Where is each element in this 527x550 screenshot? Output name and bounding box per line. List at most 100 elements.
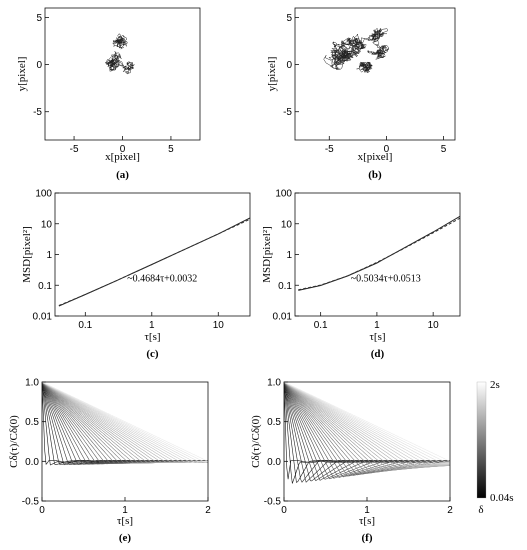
x-tick-label: 5: [441, 144, 447, 155]
y-tick-label: 0.01: [33, 312, 53, 323]
plot-frame: [44, 7, 201, 141]
trajectory-2: [364, 27, 388, 46]
y-tick-label: 10: [281, 219, 293, 230]
panel-caption: (a): [116, 169, 129, 181]
x-tick-label: 0: [39, 505, 45, 516]
panel-caption: (b): [368, 169, 382, 181]
x-tick-label: 1: [364, 505, 370, 516]
y-tick-label: 1: [286, 250, 292, 261]
correlation-curve-31: [42, 382, 208, 463]
correlation-curve-29: [284, 382, 450, 466]
plot-frame: [54, 192, 251, 317]
correlation-curve-32: [284, 382, 450, 464]
x-axis-label: τ[s]: [369, 331, 385, 343]
x-axis-label: x[pixel]: [358, 151, 393, 163]
fit-annotation: ~0.4684τ+0.0032: [127, 274, 197, 285]
colorbar-max-label: 2s: [490, 379, 500, 391]
y-tick-label: 1: [46, 250, 52, 261]
chart-b: -5 0 5 -5 0 5 x[pixel] y[pixel] (b): [266, 7, 456, 181]
series-dashed: [58, 218, 250, 306]
correlation-curve-31: [284, 382, 450, 465]
y-axis-label: y[pixel]: [266, 57, 278, 92]
correlation-curve-25: [284, 382, 450, 469]
chart-a: -5 0 5 -5 0 5 x[pixel] y[pixel] (a): [16, 7, 201, 181]
trajectory-0: [323, 40, 361, 71]
y-tick-label: 10: [41, 219, 53, 230]
y-tick-label: 5: [36, 13, 42, 24]
y-axis-label: MSD[pixel²]: [21, 226, 33, 282]
y-tick-label: 100: [35, 189, 52, 200]
plot-area: [284, 382, 450, 484]
chart-e: 0 1 2 -0.5 0.0 0.5 1.0 τ[s] Cδ(τ)/Cδ(0) (e): [8, 378, 211, 545]
chart-c: 0.1 1 10 0.01 0.1 1 10 100 τ[s] MSD[pixel²] (c) ~0.…: [21, 189, 251, 360]
trajectory-1: [340, 33, 367, 54]
correlation-curve-14: [284, 382, 450, 476]
y-tick-label: 0.1: [38, 281, 52, 292]
plot-area: [323, 27, 390, 74]
x-tick-label: -5: [325, 144, 334, 155]
x-tick-label: 1: [374, 320, 380, 331]
plot-frame: [294, 7, 456, 141]
correlation-curve-33: [284, 382, 450, 463]
panel-caption: (f): [362, 532, 373, 544]
correlation-curve-33: [42, 382, 208, 462]
correlation-curve-34: [42, 382, 208, 462]
x-tick-label: 1: [122, 505, 128, 516]
correlation-curve-35: [42, 382, 208, 462]
x-tick-label: 2: [205, 505, 211, 516]
plot-frame: [294, 192, 461, 317]
y-axis-label: Cδ(τ)/Cδ(0): [250, 415, 262, 468]
y-tick-label: 0: [36, 60, 42, 71]
x-axis-label: x[pixel]: [105, 151, 140, 163]
x-tick-label: 0: [281, 505, 287, 516]
trajectory-3: [367, 44, 390, 60]
correlation-curve-10: [42, 382, 208, 465]
panel-caption: (c): [146, 348, 159, 360]
x-axis-label: τ[s]: [359, 515, 375, 527]
trajectory-0: [111, 33, 128, 50]
x-tick-label: 5: [168, 144, 174, 155]
x-tick-label: 10: [213, 320, 225, 331]
y-tick-label: 100: [275, 189, 292, 200]
panel-caption: (e): [119, 532, 132, 544]
x-tick-label: 2: [447, 505, 453, 516]
x-tick-label: 1: [149, 320, 155, 331]
series-solid: [58, 217, 250, 307]
y-tick-label: 0.0: [267, 457, 281, 468]
y-tick-label: -0.5: [22, 497, 40, 508]
x-tick-label: 0.1: [314, 320, 328, 331]
colorbar: 2s 0.04s δ: [476, 379, 514, 516]
trajectory-1: [104, 51, 127, 72]
x-axis-label: τ[s]: [117, 515, 133, 527]
plot-area: [58, 217, 250, 307]
colorbar-min-label: 0.04s: [490, 492, 514, 504]
trajectory-2: [122, 61, 136, 75]
y-tick-label: 1.0: [267, 378, 281, 389]
x-tick-label: 0: [384, 144, 390, 155]
x-tick-label: 10: [428, 320, 440, 331]
correlation-curve-29: [42, 382, 208, 463]
y-tick-label: -5: [33, 107, 42, 118]
correlation-curve-35: [284, 382, 450, 462]
colorbar-label: δ: [478, 504, 483, 516]
x-axis-label: τ[s]: [144, 331, 160, 343]
x-tick-label: -5: [70, 144, 79, 155]
y-tick-label: -0.5: [264, 497, 282, 508]
correlation-curve-30: [42, 382, 208, 463]
correlation-curve-32: [42, 382, 208, 462]
fit-annotation: ~0.5034τ+0.0513: [351, 274, 421, 285]
correlation-curve-27: [284, 382, 450, 467]
plot-area: [42, 382, 208, 466]
y-tick-label: 0.5: [25, 417, 39, 428]
chart-f: 0 1 2 -0.5 0.0 0.5 1.0 τ[s] Cδ(τ)/Cδ(0) (f): [250, 378, 453, 545]
y-axis-label: Cδ(τ)/Cδ(0): [8, 415, 20, 468]
y-tick-label: -5: [283, 107, 292, 118]
chart-d: 0.1 1 10 0.01 0.1 1 10 100 τ[s] MSD[pixel²] (d) ~0.…: [261, 189, 461, 360]
plot-area: [104, 33, 136, 75]
x-tick-label: 0: [120, 144, 126, 155]
correlation-curve-28: [284, 382, 450, 467]
y-tick-label: 0.5: [267, 417, 281, 428]
y-axis-label: y[pixel]: [16, 57, 28, 92]
trajectory-4: [356, 61, 373, 74]
